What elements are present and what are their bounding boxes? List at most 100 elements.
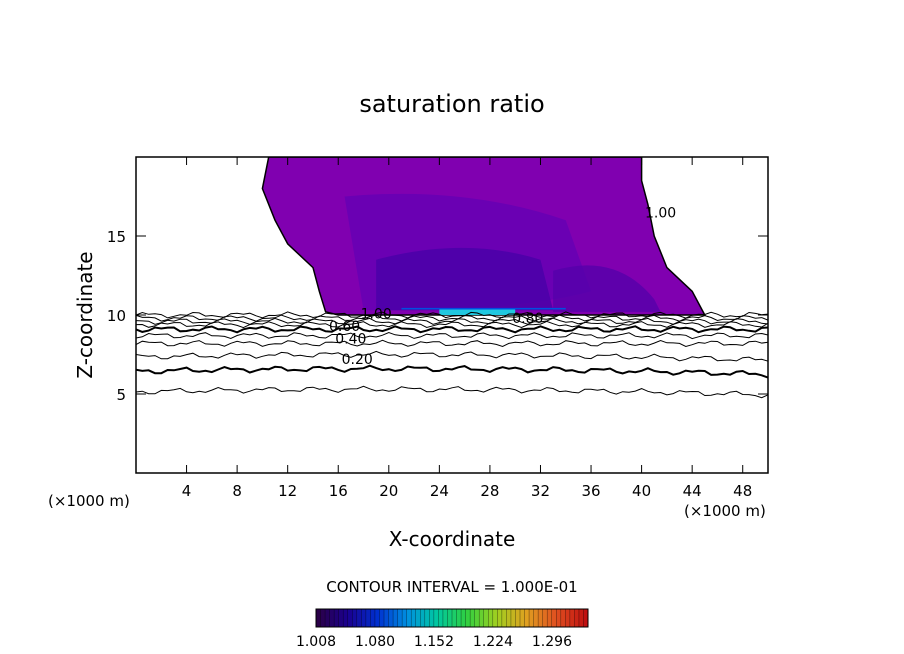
x-tick-label: 8: [232, 482, 242, 500]
colorbar-cell: [406, 609, 412, 627]
colorbar-tick-label: 1.080: [355, 634, 395, 650]
y-axis-ticks: 5 10 15: [107, 228, 768, 404]
colorbar-cell: [429, 609, 435, 627]
contour-line: [136, 385, 768, 399]
colorbar-tick-label: 1.224: [473, 634, 513, 650]
colorbar-cell: [438, 609, 444, 627]
colorbar-cell: [365, 609, 371, 627]
colorbar-cell: [442, 609, 448, 627]
contour-line: [136, 350, 768, 362]
contour-line: [136, 364, 768, 379]
x-tick-label: 36: [581, 482, 600, 500]
colorbar-cell: [320, 609, 326, 627]
x-tick-label: 40: [632, 482, 651, 500]
colorbar-cell: [379, 609, 385, 627]
region-east-shade: [553, 265, 661, 312]
colorbar-cell: [325, 609, 331, 627]
colorbar-cell: [501, 609, 507, 627]
plot-area: [136, 157, 768, 399]
contour-line: [136, 320, 768, 329]
colorbar-cell: [452, 609, 458, 627]
contour-label: 0.80: [512, 311, 543, 327]
contour-label: 0.40: [335, 332, 366, 348]
colorbar-cell: [343, 609, 349, 627]
contour-label: 1.00: [361, 306, 392, 322]
chart-title: saturation ratio: [359, 90, 544, 118]
colorbar-tick-label: 1.152: [414, 634, 454, 650]
colorbar-cell: [424, 609, 430, 627]
colorbar-cell: [415, 609, 421, 627]
x-tick-label: 24: [430, 482, 449, 500]
colorbar-frame: [315, 608, 589, 628]
colorbar-cell: [556, 609, 562, 627]
contour-line: [136, 331, 768, 340]
colorbar-cell: [524, 609, 530, 627]
colorbar-cell: [565, 609, 571, 627]
x-unit-left: (×1000 m): [48, 492, 130, 510]
colorbar-cell: [510, 609, 516, 627]
colorbar-cell: [374, 609, 380, 627]
colorbar-cell: [583, 609, 589, 627]
contour-line: [136, 339, 768, 348]
contour-lines: [136, 311, 768, 399]
colorbar-cell: [506, 609, 512, 627]
colorbar-cell: [465, 609, 471, 627]
colorbar-cell: [574, 609, 580, 627]
x-tick-label: 32: [531, 482, 550, 500]
colorbar-cell: [420, 609, 426, 627]
colorbar-cell: [569, 609, 575, 627]
contour-line: [136, 314, 768, 322]
region-core-shade: [376, 247, 554, 311]
colorbar-cell: [402, 609, 408, 627]
colorbar-cell: [456, 609, 462, 627]
colorbar-cell: [538, 609, 544, 627]
x-tick-label: 48: [733, 482, 752, 500]
colorbar-cell: [447, 609, 453, 627]
colorbar-cell: [338, 609, 344, 627]
colorbar-cell: [356, 609, 362, 627]
colorbar-cell: [483, 609, 489, 627]
colorbar-cell: [352, 609, 358, 627]
contour-label: 0.20: [342, 352, 373, 368]
y-axis-label: Z-coordinate: [73, 251, 97, 378]
colorbar-cell: [497, 609, 503, 627]
colorbar-cell: [492, 609, 498, 627]
colorbar: [315, 608, 589, 628]
contour-interval-text: CONTOUR INTERVAL = 1.000E-01: [326, 578, 577, 596]
x-unit-right: (×1000 m): [684, 502, 766, 520]
y-tick-label: 15: [107, 228, 126, 246]
supersaturated-fill: [261, 157, 707, 316]
colorbar-tick-label: 1.296: [532, 634, 572, 650]
colorbar-cell: [347, 609, 353, 627]
contour-label: 1.00: [645, 205, 676, 221]
colorbar-cell: [520, 609, 526, 627]
x-tick-label: 4: [182, 482, 192, 500]
region-peak-halo: [401, 307, 566, 310]
colorbar-cell: [316, 609, 322, 627]
x-tick-label: 28: [480, 482, 499, 500]
x-axis-label: X-coordinate: [389, 527, 516, 551]
x-axis-ticks: 4 8 12 16 20 24 28 32 36 40 44 48: [182, 157, 752, 500]
colorbar-cell: [542, 609, 548, 627]
colorbar-cell: [370, 609, 376, 627]
colorbar-cell: [470, 609, 476, 627]
colorbar-cell: [560, 609, 566, 627]
x-tick-label: 20: [379, 482, 398, 500]
colorbar-cell: [397, 609, 403, 627]
colorbar-cell: [547, 609, 553, 627]
colorbar-cell: [479, 609, 485, 627]
colorbar-cell: [529, 609, 535, 627]
contour-label: 0.60: [329, 319, 360, 335]
colorbar-cell: [578, 609, 584, 627]
colorbar-cell: [334, 609, 340, 627]
colorbar-cell: [393, 609, 399, 627]
colorbar-cell: [433, 609, 439, 627]
colorbar-cell: [533, 609, 539, 627]
contour-line: [136, 311, 768, 319]
y-tick-label: 10: [107, 307, 126, 325]
colorbar-cell: [515, 609, 521, 627]
contour-line: [136, 325, 768, 334]
colorbar-cell: [551, 609, 557, 627]
colorbar-cell: [329, 609, 335, 627]
